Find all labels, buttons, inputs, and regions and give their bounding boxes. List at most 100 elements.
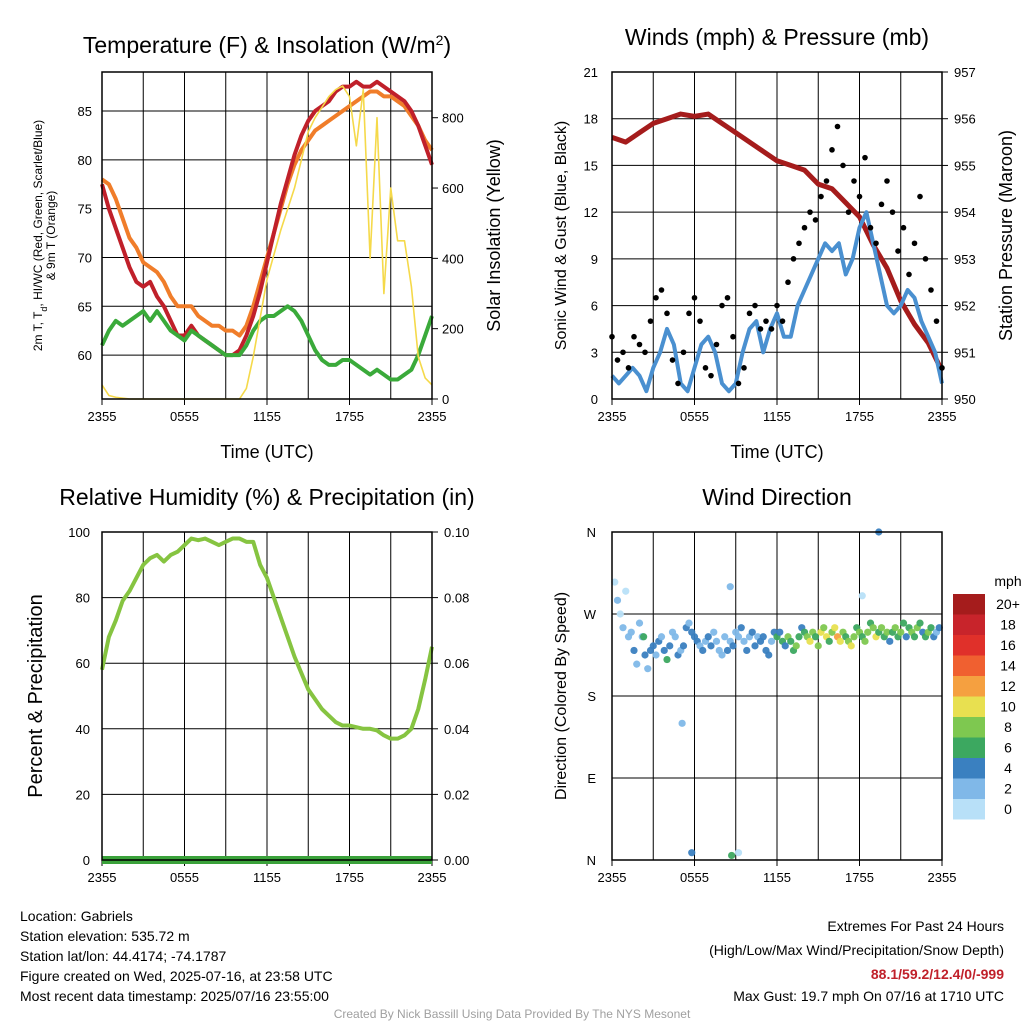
rh-series-rh xyxy=(100,536,434,741)
wind-gust-point xyxy=(884,178,890,184)
dir-point xyxy=(864,628,872,636)
wind-speed-line xyxy=(610,210,944,394)
wind-gust-point xyxy=(708,372,714,379)
dir-point xyxy=(897,628,905,636)
dir-point xyxy=(740,637,748,645)
dir-legend-swatch xyxy=(953,758,985,779)
wind-gust-point xyxy=(746,310,753,317)
dir-legend-title: mph xyxy=(994,573,1021,589)
dir-legend-swatch xyxy=(953,717,985,738)
wind-gust-point xyxy=(928,287,934,293)
wind-gust-point xyxy=(675,380,681,387)
station-latlon: Station lat/lon: 44.4174; -74.1787 xyxy=(20,948,227,964)
temp-ytick-label-right: 200 xyxy=(442,322,464,337)
dir-point xyxy=(847,642,855,650)
wind-xtick-label: 0555 xyxy=(680,409,709,424)
wind-xlabel: Time (UTC) xyxy=(730,442,823,462)
dir-xtick-label: 1755 xyxy=(845,870,874,885)
wind-gust-point xyxy=(856,193,863,200)
wind-gust-point xyxy=(625,365,632,371)
wind-xtick-label: 1755 xyxy=(845,409,874,424)
dir-point xyxy=(688,849,696,857)
wind-ytick-label-left: 9 xyxy=(591,252,598,267)
wind-gust-point xyxy=(686,310,692,317)
temp-ytick-label-left: 80 xyxy=(78,153,92,168)
rh-ytick-label-right: 0.06 xyxy=(444,656,469,671)
temp-xtick-label: 1755 xyxy=(335,409,364,424)
wind-gust-point xyxy=(713,341,720,348)
dir-point xyxy=(726,583,734,591)
rh-ytick-label-left: 100 xyxy=(68,525,90,540)
extremes-fields: (High/Low/Max Wind/Precipitation/Snow De… xyxy=(709,942,1004,958)
dir-legend-label: 0 xyxy=(1004,801,1012,817)
wind-gust-point xyxy=(933,318,940,324)
wind-ytick-label-left: 6 xyxy=(591,299,598,314)
dir-point xyxy=(666,642,674,650)
temp-series-dewpoint_hiwc xyxy=(100,304,434,382)
temp-ylabel-left-rest: , HI/WC (Red, Green, Scarlet/Blue) xyxy=(31,120,45,307)
dir-point xyxy=(627,628,635,636)
dir-point xyxy=(644,665,652,673)
wind-plot-border xyxy=(611,71,943,400)
dir-point xyxy=(767,637,776,645)
wind-gust-point xyxy=(697,318,703,324)
rh-ytick-label-right: 0.10 xyxy=(444,525,469,540)
wind-ylabel-left: Sonic Wind & Gust (Blue, Black) xyxy=(553,121,570,350)
temp-ylabel-right-text: Solar Insolation (Yellow) xyxy=(484,139,504,331)
wind-gust-point xyxy=(878,201,885,208)
wind-gust-point xyxy=(691,294,698,301)
dir-legend-swatch xyxy=(953,635,985,656)
rh-xtick-label: 2355 xyxy=(418,870,447,885)
wind-gust-point xyxy=(757,326,764,332)
dir-point xyxy=(858,592,866,600)
wind-gust-point xyxy=(620,349,626,356)
temp-xlabel: Time (UTC) xyxy=(220,442,313,462)
wind-gust-point xyxy=(801,224,808,231)
dir-ytick-label: E xyxy=(587,771,596,786)
dir-point xyxy=(723,646,732,655)
wind-gust-point xyxy=(741,365,747,371)
temp-panel: 2355 0555 1155 1755 2355 60 65 70 75 80 85 0 200 400 6… xyxy=(31,32,504,462)
dir-point xyxy=(902,633,910,641)
wind-gust-point xyxy=(719,302,725,309)
dir-point xyxy=(685,619,693,627)
wind-gust-point xyxy=(779,318,786,324)
dir-point xyxy=(619,624,627,632)
dir-point xyxy=(886,637,894,645)
wind-gust-point xyxy=(669,357,676,363)
dir-point xyxy=(660,646,668,655)
wind-ytick-label-left: 18 xyxy=(584,112,598,127)
wind-ytick-label-right: 953 xyxy=(954,252,976,267)
wind-ylabel-left-text: Sonic Wind & Gust (Blue, Black) xyxy=(553,121,570,350)
temp-series-temp_2m xyxy=(100,79,434,358)
rh-panel: 2355 0555 1155 1755 2355 0 20 40 60 80 100 0.00 0.02… xyxy=(25,484,475,885)
dir-point xyxy=(630,646,638,655)
temp-ylabel-left-line1: 2m T, Td, HI/WC (Red, Green, Scarlet/Blu… xyxy=(31,120,49,351)
temp-ytick-label-right: 800 xyxy=(442,111,464,126)
temp-xtick-label: 0555 xyxy=(170,409,199,424)
dir-point xyxy=(641,651,649,659)
dir-ytick-label: N xyxy=(587,525,596,540)
wind-ylabel-right: Station Pressure (Maroon) xyxy=(996,130,1016,341)
dir-xtick-label: 1155 xyxy=(763,870,791,885)
station-location: Location: Gabriels xyxy=(20,908,133,924)
temp-xtick-label: 2355 xyxy=(88,409,117,424)
wind-pressure-line xyxy=(611,111,945,373)
wind-gust-point xyxy=(818,193,824,200)
dir-point xyxy=(734,849,743,857)
wind-ytick-label-right: 951 xyxy=(954,345,976,360)
dir-point xyxy=(910,633,919,641)
rh-xtick-label: 2355 xyxy=(88,870,117,885)
dir-legend-label: 8 xyxy=(1004,719,1012,735)
dir-legend-label: 4 xyxy=(1004,760,1012,776)
dir-legend-label: 16 xyxy=(1000,637,1016,653)
dir-point xyxy=(811,633,820,641)
dir-point xyxy=(850,633,858,641)
wind-gust-point xyxy=(724,294,731,301)
dir-xtick-label: 2355 xyxy=(928,870,957,885)
wind-gust-point xyxy=(895,248,901,254)
wind-gust-point xyxy=(631,333,637,340)
dir-point xyxy=(633,660,641,668)
wind-gust-point xyxy=(774,302,780,309)
temp-ytick-label-right: 600 xyxy=(442,181,464,196)
